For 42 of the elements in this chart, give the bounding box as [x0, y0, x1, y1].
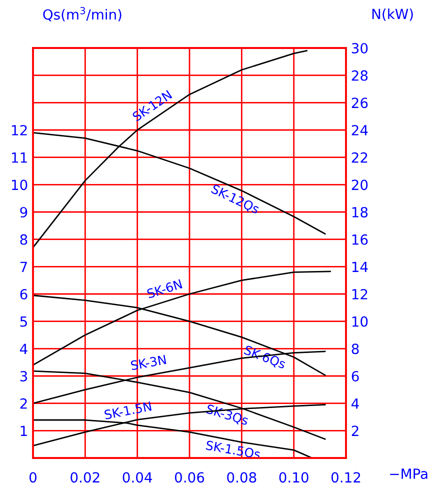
y2-tick-label: 6 — [352, 370, 359, 382]
y-axis-title: Qs(m$^{3}$/min) — [43, 6, 122, 22]
y2-tick-label: 12 — [352, 288, 368, 300]
x-tick-label: 0.08 — [227, 472, 256, 483]
text: SK-1.5N — [104, 401, 152, 420]
text: SK-6N — [146, 279, 182, 299]
y2-tick-label: 14 — [352, 262, 368, 272]
y2-tick-label: 18 — [352, 206, 368, 218]
x-tick-label: 0.12 — [331, 472, 360, 483]
y-tick-label: 5 — [20, 316, 27, 327]
y2-axis-title: N(kW) — [372, 8, 413, 21]
x-tick-label: 0.02 — [70, 472, 100, 483]
y-tick-label: 1 — [20, 426, 27, 436]
text: SK-3N — [130, 354, 166, 370]
y-tick-label: 11 — [12, 152, 27, 163]
y2-tick-label: 16 — [352, 234, 368, 245]
y-tick-label: 6 — [20, 288, 28, 300]
y-tick-label: 10 — [12, 180, 28, 190]
x-tick-label: 0.10 — [279, 472, 308, 483]
y2-tick-label: 30 — [352, 42, 368, 54]
text: SK-1.5Qs — [205, 440, 261, 460]
text: SK-3Qs — [205, 404, 249, 427]
y2-tick-label: 22 — [352, 152, 368, 163]
y2-tick-label: 20 — [352, 180, 368, 190]
y-tick-label: 9 — [20, 206, 28, 218]
y-tick-label: 4 — [20, 344, 28, 354]
y2-tick-label: 8 — [352, 344, 359, 354]
x-tick-label: 0 — [29, 472, 36, 483]
y2-tick-label: 4 — [352, 398, 359, 409]
y-tick-label: 12 — [12, 124, 27, 136]
y-tick-label: 3 — [20, 370, 28, 382]
y2-tick-label: 10 — [352, 316, 368, 327]
x-axis-title: −MPa — [390, 468, 428, 479]
y-tick-label: 2 — [20, 398, 27, 409]
y-tick-label: 7 — [20, 262, 27, 272]
y2-tick-label: 28 — [352, 70, 368, 81]
y2-tick-label: 2 — [352, 426, 358, 436]
y2-tick-label: 24 — [352, 124, 368, 136]
y2-tick-label: 26 — [352, 98, 368, 108]
y-tick-label: 8 — [20, 234, 28, 245]
x-tick-label: 0.04 — [122, 472, 152, 483]
x-tick-label: 0.06 — [174, 472, 204, 483]
